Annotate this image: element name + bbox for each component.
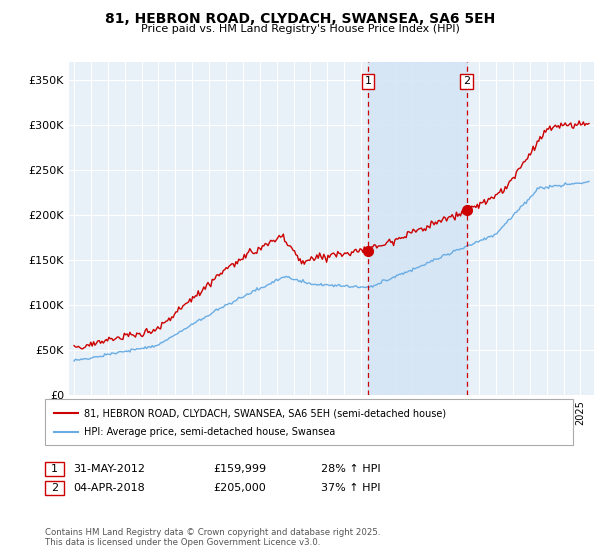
Text: Contains HM Land Registry data © Crown copyright and database right 2025.
This d: Contains HM Land Registry data © Crown c… — [45, 528, 380, 547]
Text: 28% ↑ HPI: 28% ↑ HPI — [321, 464, 380, 474]
Text: 37% ↑ HPI: 37% ↑ HPI — [321, 483, 380, 493]
Text: Price paid vs. HM Land Registry's House Price Index (HPI): Price paid vs. HM Land Registry's House … — [140, 24, 460, 34]
Text: 81, HEBRON ROAD, CLYDACH, SWANSEA, SA6 5EH (semi-detached house): 81, HEBRON ROAD, CLYDACH, SWANSEA, SA6 5… — [84, 408, 446, 418]
Text: 04-APR-2018: 04-APR-2018 — [73, 483, 145, 493]
Text: 31-MAY-2012: 31-MAY-2012 — [73, 464, 145, 474]
Text: 81, HEBRON ROAD, CLYDACH, SWANSEA, SA6 5EH: 81, HEBRON ROAD, CLYDACH, SWANSEA, SA6 5… — [105, 12, 495, 26]
Text: 1: 1 — [365, 76, 371, 86]
Bar — [368, 62, 467, 395]
Text: £205,000: £205,000 — [213, 483, 266, 493]
Text: HPI: Average price, semi-detached house, Swansea: HPI: Average price, semi-detached house,… — [84, 427, 335, 437]
Text: 2: 2 — [463, 76, 470, 86]
Text: £159,999: £159,999 — [213, 464, 266, 474]
Text: 1: 1 — [51, 464, 58, 474]
Text: 2: 2 — [51, 483, 58, 493]
